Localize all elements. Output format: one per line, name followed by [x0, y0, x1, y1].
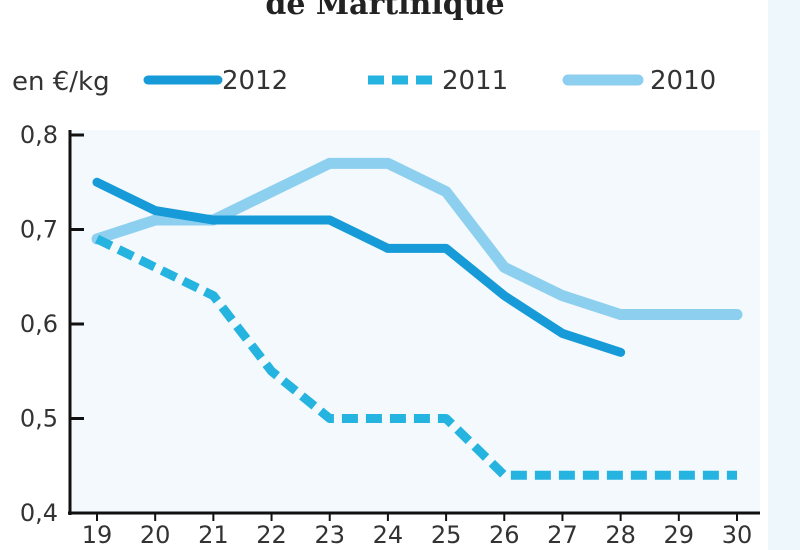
x-tick-label: 23 — [314, 521, 345, 549]
data-point-2010 — [328, 162, 331, 165]
legend-item-2011: 2011 — [368, 66, 508, 96]
data-point-2010 — [386, 162, 389, 165]
data-point-2011 — [561, 474, 564, 477]
x-tick-label: 25 — [431, 521, 462, 549]
data-point-2010 — [561, 294, 564, 297]
data-point-2012 — [154, 209, 157, 212]
data-point-2012 — [561, 332, 564, 335]
data-point-2011 — [212, 294, 215, 297]
data-point-2011 — [503, 474, 506, 477]
x-tick-label: 20 — [140, 521, 171, 549]
legend-item-2010: 2010 — [562, 66, 716, 96]
data-point-2010 — [154, 219, 157, 222]
legend: 2012 2011 2010 — [143, 66, 716, 96]
x-tick-label: 28 — [605, 521, 636, 549]
data-point-2012 — [328, 219, 331, 222]
data-point-2011 — [154, 266, 157, 269]
legend-label-2012: 2012 — [222, 66, 288, 96]
plot-area — [70, 130, 760, 515]
data-point-2012 — [503, 294, 506, 297]
data-point-2012 — [212, 219, 215, 222]
data-point-2010 — [619, 313, 622, 316]
data-point-2011 — [270, 370, 273, 373]
data-point-2010 — [445, 190, 448, 193]
legend-label-2011: 2011 — [442, 66, 508, 96]
legend-item-2012: 2012 — [143, 66, 288, 96]
right-margin-band — [768, 0, 800, 550]
y-axis-unit-label: en €/kg — [12, 67, 110, 97]
series-2011 — [95, 234, 739, 480]
x-tick-label: 24 — [373, 521, 404, 549]
data-point-2011 — [736, 474, 739, 477]
y-tick-label: 0,6 — [20, 310, 58, 338]
data-point-2011 — [96, 237, 99, 240]
x-tick-label: 22 — [256, 521, 287, 549]
y-tick-label: 0,4 — [20, 499, 58, 527]
series-layer — [91, 157, 743, 480]
data-point-2011 — [386, 417, 389, 420]
data-point-2012 — [386, 247, 389, 250]
data-point-2012 — [270, 219, 273, 222]
series-line-2012 — [92, 177, 626, 357]
chart-title: de Martinique — [265, 0, 504, 22]
x-tick-label: 21 — [198, 521, 229, 549]
y-tick-label: 0,8 — [20, 121, 58, 149]
x-tick-label: 19 — [82, 521, 113, 549]
x-tick-label: 26 — [489, 521, 520, 549]
x-tick-label: 30 — [722, 521, 753, 549]
data-point-2012 — [445, 247, 448, 250]
data-point-2011 — [445, 417, 448, 420]
data-point-2011 — [619, 474, 622, 477]
legend-label-2010: 2010 — [650, 66, 716, 96]
y-tick-label: 0,7 — [20, 216, 58, 244]
data-point-2011 — [677, 474, 680, 477]
series-line-2011 — [95, 234, 737, 480]
data-point-2010 — [503, 266, 506, 269]
data-point-2010 — [270, 190, 273, 193]
data-point-2012 — [96, 181, 99, 184]
x-tick-label: 27 — [547, 521, 578, 549]
data-point-2012 — [619, 351, 622, 354]
series-2012 — [92, 177, 626, 357]
data-point-2011 — [328, 417, 331, 420]
x-tick-label: 29 — [664, 521, 695, 549]
axes: 0,4 0,5 0,6 0,7 0,8 19 20 21 22 23 24 25 26 27 28 29 30 — [20, 121, 760, 549]
y-tick-label: 0,5 — [20, 405, 58, 433]
data-point-2010 — [677, 313, 680, 316]
data-point-2010 — [736, 313, 739, 316]
